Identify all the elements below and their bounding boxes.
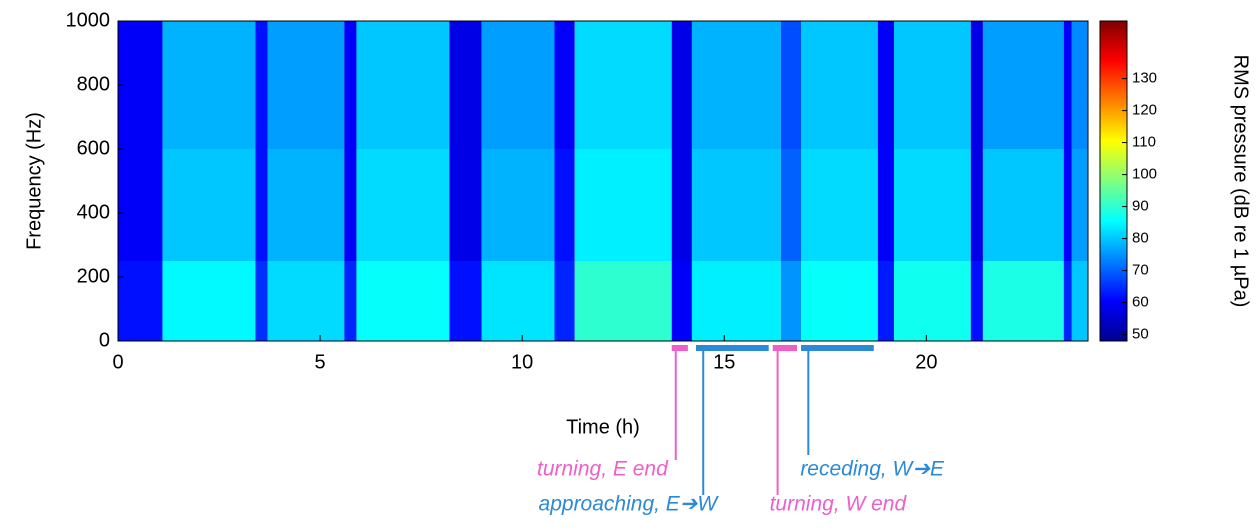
heat-cell	[894, 261, 971, 341]
heat-cell	[691, 149, 781, 261]
heat-cell	[481, 261, 555, 341]
heat-cell	[1071, 261, 1088, 341]
heat-cell	[780, 149, 802, 261]
colorbar-tick-label: 70	[1132, 262, 1149, 279]
heat-cell	[255, 261, 268, 341]
heat-cell	[449, 149, 482, 261]
heat-cell	[162, 149, 256, 261]
x-tick-label: 0	[112, 351, 123, 373]
heat-cell	[970, 149, 983, 261]
heat-cell	[574, 21, 672, 149]
x-axis-label: Time (h)	[566, 416, 640, 438]
x-tick-label: 10	[511, 351, 533, 373]
heat-cell	[801, 149, 878, 261]
colorbar-gradient	[1099, 20, 1128, 342]
heat-cell	[780, 21, 802, 149]
colorbar-tick-label: 80	[1132, 230, 1149, 247]
heat-cell	[356, 149, 450, 261]
heat-cell	[894, 149, 971, 261]
y-tick-label: 200	[77, 265, 110, 287]
heat-cell	[449, 261, 482, 341]
heat-cell	[801, 261, 878, 341]
heat-cell	[970, 21, 983, 149]
colorbar-tick-label: 120	[1132, 102, 1157, 119]
period-bar	[695, 345, 769, 351]
heat-cell	[982, 261, 1064, 341]
colorbar: 50 60 70 80 90 100 110 120 130	[1099, 20, 1157, 343]
heat-cell	[162, 21, 256, 149]
y-tick-label: 600	[77, 137, 110, 159]
heat-cell	[574, 261, 672, 341]
heat-cell	[481, 21, 555, 149]
heat-cell	[894, 21, 971, 149]
heat-cell	[356, 261, 450, 341]
colorbar-tick-label: 100	[1132, 166, 1157, 183]
x-tick-label: 15	[713, 351, 735, 373]
heat-cell	[1063, 261, 1072, 341]
heat-cell	[574, 149, 672, 261]
colorbar-tick-label: 110	[1132, 134, 1156, 151]
heat-cell	[554, 149, 575, 261]
heat-cell	[344, 21, 357, 149]
heat-cell	[877, 261, 894, 341]
heat-cell	[118, 21, 163, 149]
heat-cell	[118, 261, 163, 341]
heat-cell	[267, 149, 345, 261]
heat-cell	[1071, 149, 1088, 261]
x-tick-label: 20	[915, 351, 937, 373]
heat-cell	[877, 21, 894, 149]
heat-cell	[1063, 149, 1072, 261]
heat-cell	[267, 21, 345, 149]
period-label: receding, W➔E	[800, 458, 945, 481]
heat-cell	[344, 149, 357, 261]
period-bar	[772, 345, 797, 351]
heat-cell	[554, 261, 575, 341]
colorbar-label: RMS pressure (dB re 1 µPa)	[1230, 55, 1252, 308]
heat-cell	[162, 261, 256, 341]
colorbar-tick-label: 130	[1132, 70, 1157, 87]
heat-cell	[877, 149, 894, 261]
heatmap	[118, 21, 1088, 341]
heat-cell	[970, 261, 983, 341]
heat-cell	[118, 149, 163, 261]
heat-cell	[982, 149, 1064, 261]
period-label: approaching, E➔W	[539, 493, 720, 516]
colorbar-tick-label: 90	[1132, 198, 1149, 215]
colorbar-tick-label: 60	[1132, 294, 1149, 311]
heat-cell	[1063, 21, 1072, 149]
heat-cell	[554, 21, 575, 149]
heat-cell	[255, 21, 268, 149]
heat-cell	[780, 261, 802, 341]
y-tick-label: 800	[77, 73, 110, 95]
heat-cell	[1071, 21, 1088, 149]
y-tick-label: 400	[77, 201, 110, 223]
heat-cell	[671, 149, 692, 261]
y-axis-label: Frequency (Hz)	[23, 112, 45, 250]
heat-cell	[449, 21, 482, 149]
heat-cell	[267, 261, 345, 341]
colorbar-tick-label: 50	[1132, 326, 1149, 343]
y-tick-label: 1000	[66, 9, 111, 31]
heat-cell	[671, 21, 692, 149]
heat-cell	[801, 21, 878, 149]
period-bar	[671, 345, 688, 351]
heat-cell	[344, 261, 357, 341]
period-label: turning, W end	[770, 493, 908, 516]
x-tick-label: 5	[315, 351, 326, 373]
heat-cell	[691, 261, 781, 341]
period-label: turning, E end	[537, 458, 669, 481]
heat-cell	[691, 21, 781, 149]
annotations: turning, E end approaching, E➔W turning, W…	[537, 345, 945, 516]
heat-cell	[356, 21, 450, 149]
plot-frame	[117, 20, 1089, 342]
heat-cell	[671, 261, 692, 341]
period-bar	[801, 345, 874, 351]
y-tick-label: 0	[99, 329, 110, 351]
heat-cell	[255, 149, 268, 261]
heat-cell	[982, 21, 1064, 149]
heat-cell	[481, 149, 555, 261]
